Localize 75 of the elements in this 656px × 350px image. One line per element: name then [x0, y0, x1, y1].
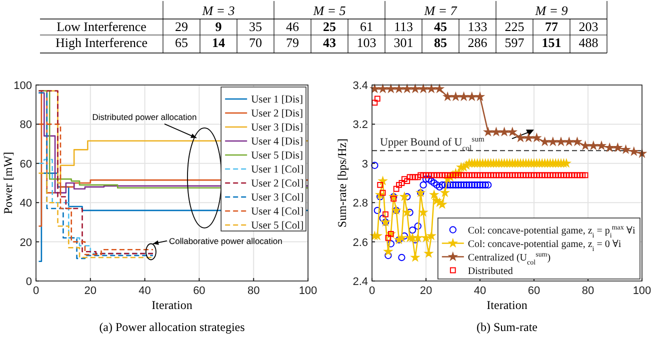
data-label: 25: [323, 19, 336, 34]
y-axis-title: Power [mW]: [1, 152, 15, 214]
y-tick-label: 2.6: [352, 236, 368, 249]
data-label: 14: [212, 35, 226, 50]
data-label: 77: [545, 19, 558, 34]
x-tick-label: 0: [32, 285, 40, 297]
data-label: 29: [175, 19, 188, 34]
legend-label: Col: concave-potential game, z$_{i}$ = p$_{i}$$^{max}$ ∀i: [468, 223, 636, 240]
legend-label: User 3 [Col]: [251, 192, 304, 204]
data-label: 103: [356, 35, 376, 50]
data-label: 45: [434, 19, 448, 34]
text: M = 9: [534, 3, 568, 18]
y-tick-label: 3.4: [352, 80, 368, 92]
x-tick-label: 100: [298, 285, 318, 297]
x-tick-label: 20: [84, 285, 97, 297]
legend-label: User 1 [Col]: [251, 164, 304, 176]
y-tick-label: 60: [20, 158, 32, 170]
data-label: 286: [468, 35, 488, 50]
text: (b) Sum-rate: [476, 320, 538, 334]
data-label: 133: [468, 19, 488, 34]
data-label: 597: [504, 35, 525, 50]
x-axis-title: Iteration: [486, 298, 528, 312]
data-label: 85: [434, 35, 448, 50]
data-label: 113: [394, 19, 414, 34]
legend-label: User 2 [Dis]: [251, 108, 303, 120]
data-label: 70: [249, 35, 262, 50]
data-label: 35: [249, 19, 262, 34]
y-axis-title: Sum-rate [bps/Hz]: [335, 138, 349, 228]
y-tick-label: 2.4: [352, 276, 368, 288]
data-label: 225: [504, 19, 524, 34]
data-label: 43: [323, 35, 336, 50]
legend-label: Distributed: [468, 266, 513, 277]
x-tick-label: 40: [474, 285, 486, 297]
x-tick-label: 0: [368, 285, 376, 297]
legend-label: User 5 [Dis]: [251, 150, 303, 162]
y-tick-label: 0: [26, 276, 32, 288]
data-label: 61: [360, 19, 373, 34]
y-tick-label: 20: [20, 236, 32, 249]
y-tick-label: 40: [20, 198, 32, 210]
legend-label: User 3 [Dis]: [251, 122, 303, 134]
legend-label: Centralized (U$_{col}$$^{sum}$): [468, 250, 551, 266]
text: M = 5: [312, 3, 346, 18]
y-tick-label: Low Interference: [56, 19, 147, 34]
data-label: 488: [578, 35, 598, 50]
y-tick-label: High Interference: [55, 35, 148, 50]
legend-label: Col: concave-potential game, z$_{i}$ = 0 ∀i: [468, 238, 622, 253]
x-tick-label: 20: [420, 285, 432, 297]
data-label: 46: [286, 19, 300, 34]
x-tick-label: 100: [632, 285, 652, 297]
y-tick-label: 80: [20, 119, 32, 132]
text: M = 7: [423, 3, 458, 18]
y-tick-label: 3: [362, 158, 368, 170]
x-tick-label: 80: [247, 285, 260, 297]
x-tick-label: 60: [193, 285, 206, 297]
legend-label: User 4 [Col]: [251, 206, 304, 218]
text: M = 3: [201, 3, 236, 18]
legend-label: User 1 [Dis]: [251, 94, 303, 106]
data-label: 65: [175, 35, 188, 50]
x-axis-title: Iteration: [152, 298, 192, 312]
data-label: 301: [394, 35, 414, 50]
legend-label: User 5 [Col]: [251, 220, 304, 232]
data-label: 203: [578, 19, 598, 34]
y-tick-label: 3.2: [352, 119, 368, 132]
text: (a) Power allocation strategies: [99, 320, 246, 334]
x-tick-label: 60: [528, 285, 540, 297]
y-tick-label: 100: [14, 80, 32, 92]
annotation: Distributed power allocation: [92, 112, 197, 122]
data-label: 79: [286, 35, 299, 50]
data-label: 151: [542, 35, 562, 50]
y-tick-label: 2.8: [352, 198, 368, 210]
data-label: 9: [215, 19, 222, 34]
x-tick-label: 80: [582, 285, 594, 297]
annotation: Collaborative power allocation: [168, 236, 283, 246]
legend-label: User 4 [Dis]: [251, 136, 303, 148]
legend-label: User 2 [Col]: [251, 178, 304, 190]
